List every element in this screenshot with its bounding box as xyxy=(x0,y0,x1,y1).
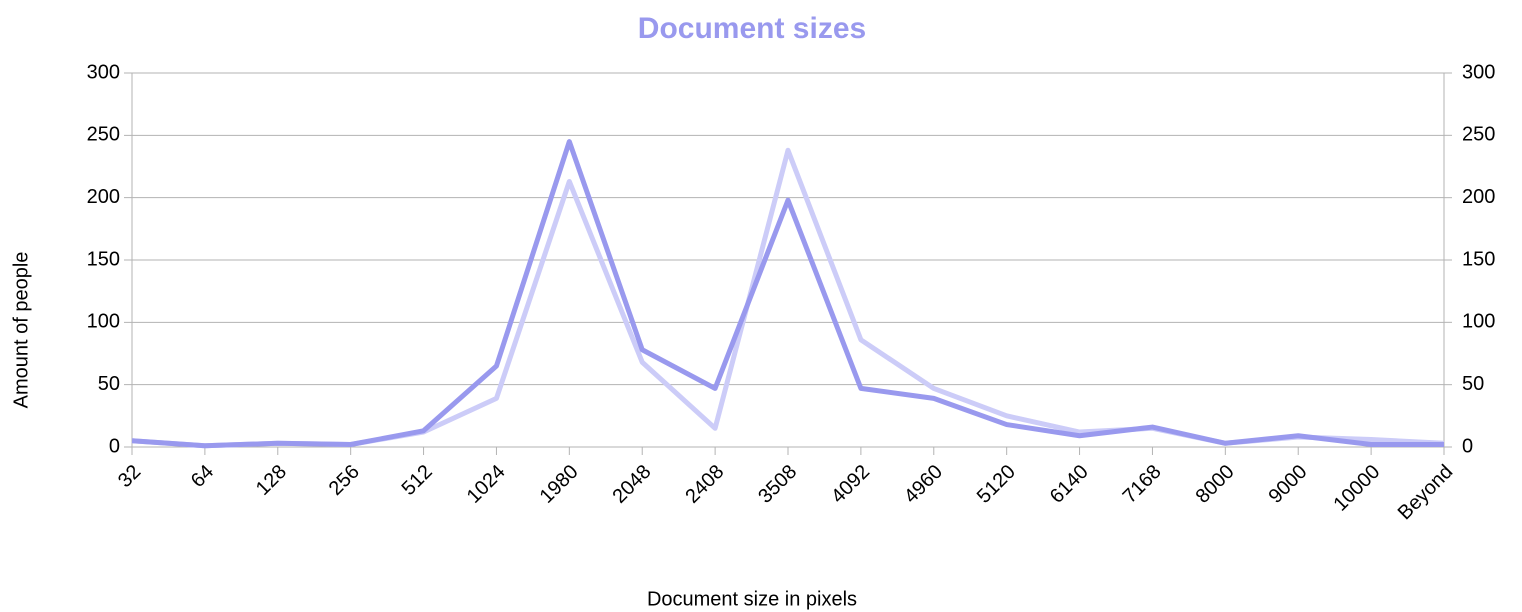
x-tick-label: 10000 xyxy=(1329,461,1384,516)
x-tick-label: 2408 xyxy=(681,461,728,508)
y-tick-label: 300 xyxy=(87,61,120,83)
x-tick-label: 256 xyxy=(325,461,364,500)
chart-title: Document sizes xyxy=(638,12,866,45)
series-line xyxy=(131,139,1444,449)
y-tick-label: 50 xyxy=(98,373,120,395)
x-tick-label: 6140 xyxy=(1046,461,1093,508)
y-tick-label: 250 xyxy=(87,124,120,146)
x-tick-label: Beyond xyxy=(1394,461,1458,525)
x-tick-label: 4960 xyxy=(900,461,947,508)
x-tick-label: 32 xyxy=(114,461,145,492)
x-tick-label: 4092 xyxy=(827,461,874,508)
x-tick-label: 64 xyxy=(187,461,218,492)
y-tick-label: 150 xyxy=(87,248,120,270)
y2-tick-label: 250 xyxy=(1462,124,1495,146)
series-line xyxy=(131,147,1445,449)
x-tick-label: 9000 xyxy=(1264,461,1311,508)
y-axis-label: Amount of people xyxy=(10,252,32,409)
y2-tick-label: 200 xyxy=(1462,186,1495,208)
x-tick-label: 512 xyxy=(398,461,437,500)
x-tick-label: 5120 xyxy=(973,461,1020,508)
y2-tick-label: 100 xyxy=(1462,311,1495,333)
y-tick-label: 200 xyxy=(87,186,120,208)
x-tick-label: 2048 xyxy=(608,461,655,508)
y-tick-label: 100 xyxy=(87,311,120,333)
x-tick-label: 8000 xyxy=(1192,461,1239,508)
y2-tick-label: 0 xyxy=(1462,435,1473,457)
x-tick-label: 1980 xyxy=(536,461,583,508)
y2-tick-label: 50 xyxy=(1462,373,1484,395)
x-tick-label: 7168 xyxy=(1119,461,1166,508)
x-tick-label: 128 xyxy=(252,461,291,500)
y2-tick-label: 150 xyxy=(1462,248,1495,270)
x-tick-label: 1024 xyxy=(463,461,510,508)
x-tick-label: 3508 xyxy=(754,461,801,508)
y-tick-label: 0 xyxy=(109,435,120,457)
x-axis-label: Document size in pixels xyxy=(647,588,857,610)
y2-tick-label: 300 xyxy=(1462,61,1495,83)
